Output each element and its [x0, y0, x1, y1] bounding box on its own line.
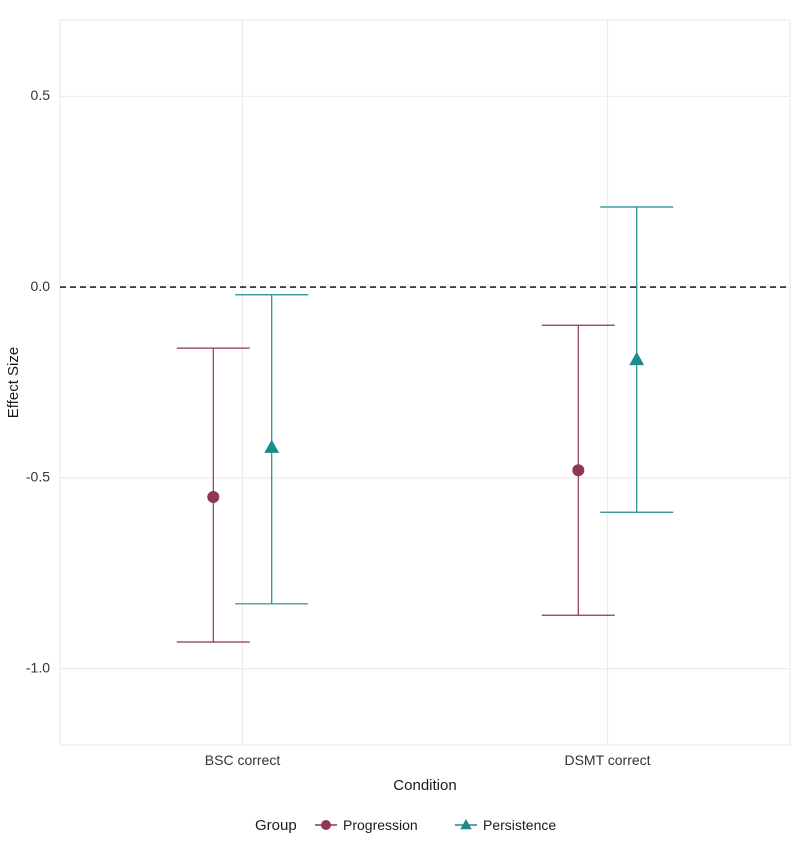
y-axis-title: Effect Size [5, 347, 22, 418]
legend-item-label: Progression [343, 817, 418, 833]
y-tick-label: -1.0 [26, 659, 50, 675]
x-tick-label: BSC correct [205, 752, 281, 768]
y-tick-label: -0.5 [26, 469, 50, 485]
x-tick-label: DSMT correct [564, 752, 650, 768]
legend-title: Group [255, 817, 297, 834]
legend-item-label: Persistence [483, 817, 556, 833]
effect-size-chart: -1.0 -0.5 0.0 0.5 BSC correct DSMT correct Eff… [0, 0, 800, 845]
x-axis-title: Condition [393, 777, 456, 794]
y-tick-label: 0.0 [31, 278, 51, 294]
y-tick-label: 0.5 [31, 87, 51, 103]
chart-svg: -1.0 -0.5 0.0 0.5 BSC correct DSMT correct Eff… [0, 0, 800, 845]
